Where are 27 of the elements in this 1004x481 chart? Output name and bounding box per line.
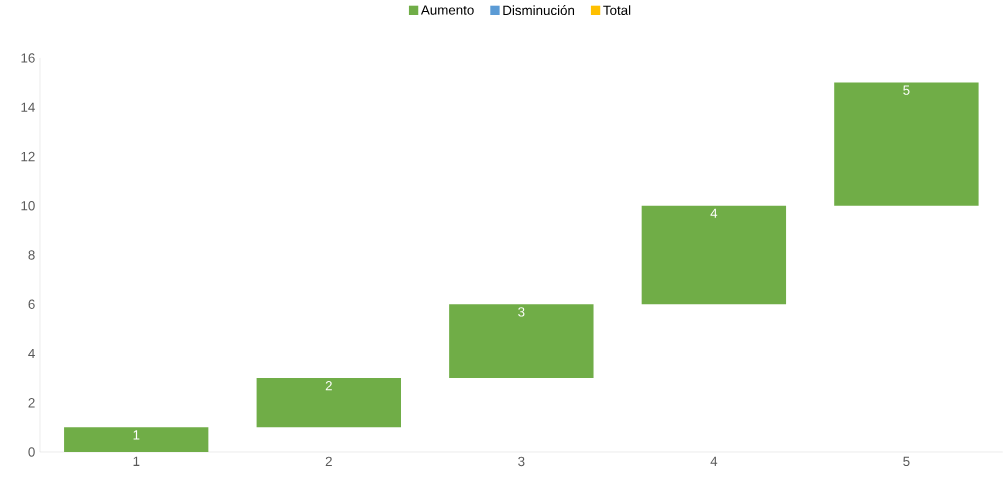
data-label: 2 — [325, 380, 332, 391]
y-tick-label: 16 — [21, 53, 35, 63]
x-tick-label: 3 — [518, 456, 525, 466]
legend-label: Total — [603, 5, 631, 15]
y-tick-label: 4 — [28, 348, 35, 358]
x-tick-label: 5 — [903, 456, 910, 466]
y-tick-label: 2 — [28, 397, 35, 408]
y-tick-label: 8 — [28, 250, 35, 260]
y-tick-label: 12 — [21, 151, 35, 161]
x-tick-label: 1 — [133, 456, 140, 466]
y-tick-label: 0 — [28, 447, 35, 457]
data-label: 4 — [710, 208, 718, 218]
data-label: 3 — [518, 307, 525, 317]
x-tick-label: 4 — [710, 456, 718, 466]
y-tick-label: 6 — [28, 299, 35, 309]
x-tick-label: 2 — [325, 456, 332, 466]
data-label: 5 — [903, 85, 910, 95]
bar — [256, 377, 401, 428]
legend-label: Disminución — [503, 4, 575, 15]
bar — [834, 82, 979, 206]
data-label: 1 — [133, 430, 140, 440]
bar — [641, 205, 787, 305]
legend-label: Aumento — [420, 5, 474, 15]
y-tick-label: 10 — [21, 200, 35, 211]
bar — [449, 304, 594, 378]
bar — [64, 427, 209, 452]
y-tick-label: 14 — [21, 102, 35, 112]
